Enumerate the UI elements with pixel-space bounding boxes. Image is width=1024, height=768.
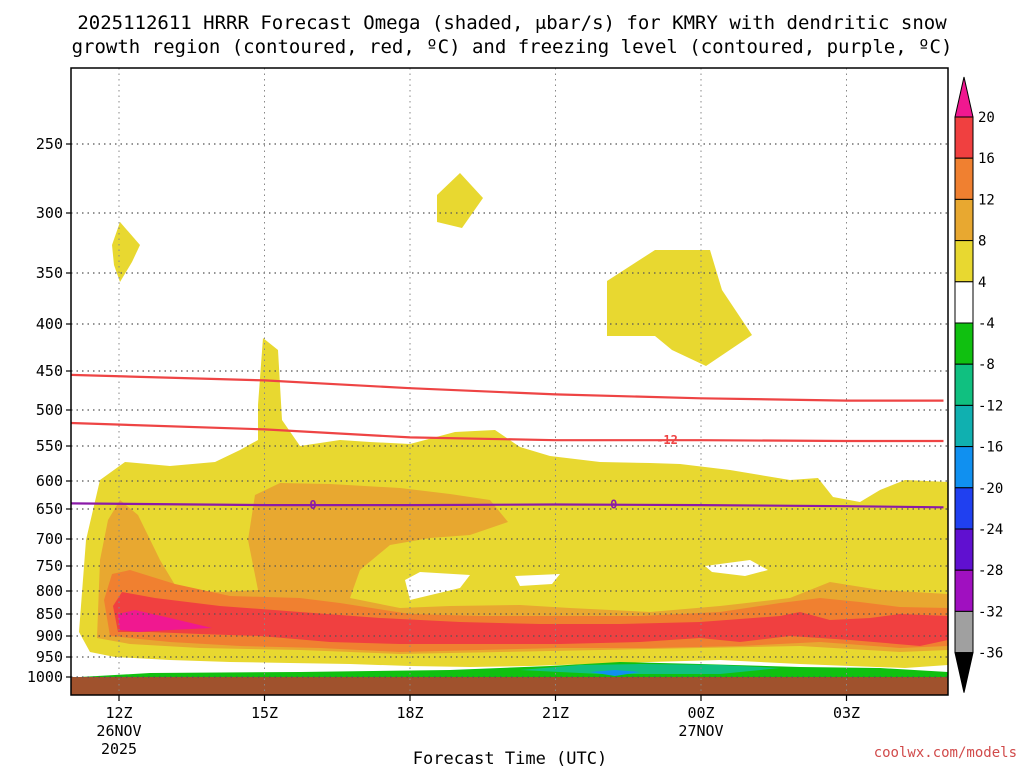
- contour-line-1: [70, 421, 944, 443]
- omega-cell-23z: [607, 250, 752, 366]
- colorbar-label: -4: [978, 316, 995, 332]
- colorbar-label: 8: [978, 234, 986, 250]
- colorbar-label: -36: [978, 646, 1003, 662]
- colorbar-swatch: [954, 281, 974, 324]
- colorbar-swatch: [954, 363, 974, 406]
- colorbar-cap-bottom: [954, 652, 974, 693]
- x-tick-year: 2025: [101, 740, 137, 758]
- colorbar-label: 20: [978, 110, 995, 126]
- colorbar-swatch: [954, 610, 974, 654]
- contour-label: 0: [610, 498, 617, 512]
- omega-hole-1: [405, 572, 470, 600]
- y-tick-label: 500: [36, 401, 63, 419]
- colorbar-swatch: [954, 446, 974, 489]
- x-tick-date: 26NOV: [96, 722, 141, 740]
- colorbar-swatch: [954, 404, 974, 448]
- colorbar-label: 4: [978, 275, 986, 291]
- omega-hole-3: [705, 560, 768, 576]
- colorbar-label: -24: [978, 522, 1003, 538]
- colorbar-swatch: [954, 487, 974, 530]
- x-tick-label: 15Z: [251, 704, 278, 722]
- x-tick-label: 00Z: [687, 704, 714, 722]
- y-tick-label: 850: [36, 605, 63, 623]
- colorbar-label: -28: [978, 563, 1003, 579]
- y-tick-label: 700: [36, 530, 63, 548]
- y-tick-label: 400: [36, 315, 63, 333]
- y-tick-label: 950: [36, 648, 63, 666]
- y-tick-label: 450: [36, 362, 63, 380]
- omega-region-above-20: [118, 610, 212, 632]
- y-tick-label: 350: [36, 264, 63, 282]
- y-tick-label: 300: [36, 204, 63, 222]
- colorbar-label: -12: [978, 398, 1003, 414]
- y-tick-label: 750: [36, 557, 63, 575]
- colorbar-label: -16: [978, 440, 1003, 456]
- colorbar-label: -8: [978, 357, 995, 373]
- colorbar-swatch: [954, 116, 974, 159]
- x-tick-date: 27NOV: [678, 722, 723, 740]
- y-tick-label: 800: [36, 582, 63, 600]
- omega-region-descent-3: [590, 670, 640, 676]
- colorbar-label: 12: [978, 192, 995, 208]
- colorbar-swatch: [954, 569, 974, 612]
- y-tick-label: 550: [36, 437, 63, 455]
- grid-lines: [71, 68, 948, 695]
- colorbar-swatch: [954, 157, 974, 200]
- colorbar-swatch: [954, 240, 974, 283]
- colorbar-swatch: [954, 528, 974, 571]
- contour-label: 0: [309, 498, 316, 512]
- chart-title-line-2: growth region (contoured, red, ºC) and f…: [72, 36, 953, 58]
- x-tick-label: 18Z: [396, 704, 423, 722]
- omega-region-descent-2: [520, 664, 780, 674]
- x-tick-label: 21Z: [542, 704, 569, 722]
- colorbar-swatch: [954, 322, 974, 365]
- plot-border: [70, 67, 949, 696]
- omega-shading: [71, 173, 948, 695]
- x-tick-label: 12Z: [105, 704, 132, 722]
- y-tick-label: 650: [36, 500, 63, 518]
- site-credit[interactable]: coolwx.com/models: [874, 745, 1017, 761]
- chart-title-line-1: 2025112611 HRRR Forecast Omega (shaded, …: [77, 12, 947, 34]
- y-axis: 250 300 350 400 450 500 550 600 650 700 750 800 850 9…: [27, 135, 71, 686]
- y-tick-label: 900: [36, 627, 63, 645]
- temperature-contours: -12 0 0: [70, 373, 944, 512]
- omega-region-16-20: [113, 592, 948, 646]
- y-tick-label: 250: [36, 135, 63, 153]
- contour-label: -12: [656, 433, 678, 447]
- colorbar-swatch: [954, 198, 974, 242]
- y-tick-label: 600: [36, 472, 63, 490]
- y-tick-label: 1000: [27, 668, 63, 686]
- contour-line-2: [70, 502, 944, 509]
- x-tick-label: 03Z: [833, 704, 860, 722]
- contour-line-0: [70, 373, 944, 402]
- terrain-below-ground: [71, 677, 948, 695]
- colorbar-label: -20: [978, 481, 1003, 497]
- omega-cell-19z: [437, 173, 483, 228]
- colorbar-label: -32: [978, 604, 1003, 620]
- colorbar-label: 16: [978, 151, 995, 167]
- colorbar: 20 16 12 8 4 -4 -8 -12 -16 -20 -24 -28 -32 -36: [954, 76, 1003, 693]
- colorbar-cap-top: [954, 76, 974, 118]
- omega-hole-2: [515, 574, 560, 586]
- x-axis-title: Forecast Time (UTC): [413, 749, 607, 768]
